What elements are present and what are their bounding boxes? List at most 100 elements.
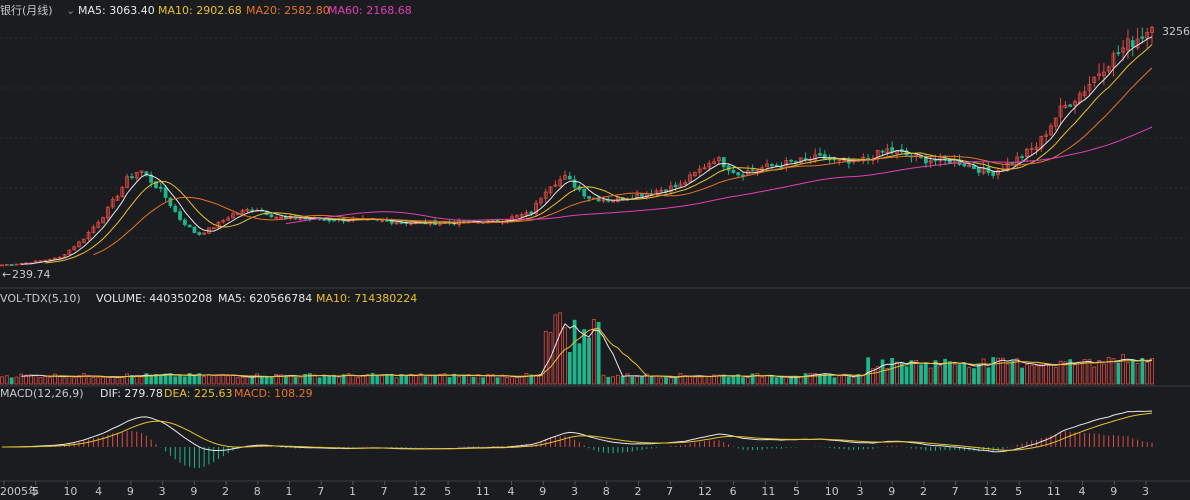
volume-bar — [264, 377, 269, 385]
volume-bar — [351, 375, 356, 385]
volume-bar — [457, 375, 461, 385]
x-tick-label: 12 — [983, 485, 997, 498]
candle-body — [182, 219, 187, 226]
volume-bar — [490, 374, 495, 385]
candle-body — [702, 167, 707, 170]
volume-bar — [452, 373, 457, 385]
x-tick-label: 8 — [603, 485, 610, 498]
low-price-marker: 239.74 — [12, 268, 51, 281]
volume-ma10-line — [45, 327, 1153, 378]
volume-bar — [635, 376, 640, 385]
volume-bar — [413, 375, 418, 385]
x-tick-label: 12 — [412, 485, 426, 498]
volume-bar — [558, 312, 563, 385]
volume-bar — [587, 337, 591, 385]
x-tick-label: 2 — [634, 485, 641, 498]
volume-bar — [1000, 357, 1005, 385]
candle-body — [1044, 134, 1049, 137]
candle-body — [1025, 148, 1029, 157]
volume-bar — [794, 376, 798, 385]
volume-bar — [91, 377, 96, 385]
candle-body — [72, 246, 77, 251]
volume-bar — [389, 373, 394, 385]
volume-bar — [904, 366, 909, 385]
candle-body — [885, 148, 890, 153]
candle-body — [101, 217, 105, 224]
volume-bar — [284, 375, 288, 385]
macd-value-label: MACD: 108.29 — [234, 387, 313, 400]
candle-body — [1092, 76, 1097, 83]
volume-bar — [1020, 367, 1024, 385]
x-tick-label: 5 — [444, 485, 451, 498]
volume-bar — [428, 375, 433, 385]
candle-body — [818, 153, 822, 156]
volume-bar — [899, 362, 904, 385]
volume-bar — [697, 376, 702, 385]
volume-bar — [688, 375, 692, 385]
volume-bar — [322, 375, 327, 385]
volume-bar — [856, 374, 861, 385]
volume-bar — [53, 373, 57, 385]
volume-bar — [245, 376, 250, 385]
volume-bar — [1005, 363, 1010, 385]
chevron-down-icon[interactable]: ⌄ — [66, 4, 75, 17]
volume-bar — [616, 374, 620, 385]
volume-bar — [38, 377, 43, 385]
volume-bar — [1121, 354, 1126, 385]
volume-bar — [312, 374, 317, 385]
candle-body — [755, 169, 760, 172]
x-tick-label: 9 — [127, 485, 134, 498]
candle-body — [972, 165, 976, 170]
volume-bar — [370, 373, 375, 385]
volume-bar — [336, 376, 341, 385]
volume-bar — [712, 374, 717, 385]
candle-body — [1111, 53, 1116, 68]
candle-body — [890, 147, 895, 153]
volume-bar — [981, 358, 986, 385]
candle-body — [587, 196, 591, 199]
volume-bar — [529, 374, 534, 385]
volume-bar — [120, 376, 125, 385]
volume-bar — [519, 376, 524, 385]
volume-bar — [827, 374, 832, 385]
volume-bar — [149, 374, 154, 385]
volume-bar — [803, 373, 808, 385]
volume-bar — [62, 377, 67, 385]
volume-bar — [731, 375, 736, 385]
candle-body — [125, 176, 129, 188]
volume-bar — [919, 364, 923, 385]
volume-bar — [938, 365, 943, 385]
candle-body — [798, 157, 803, 163]
volume-bar — [640, 376, 644, 385]
candle-body — [534, 202, 538, 214]
candle-body — [779, 166, 784, 168]
candle-body — [693, 172, 697, 177]
candle-body — [178, 211, 182, 220]
candle-body — [1116, 52, 1121, 55]
volume-bar — [356, 377, 360, 385]
volume-bar — [9, 377, 14, 385]
candle-body — [332, 219, 336, 222]
candle-body — [707, 162, 712, 168]
candle-body — [967, 164, 972, 168]
candle-body — [996, 170, 1000, 175]
volume-bar — [832, 377, 837, 385]
candle-body — [221, 220, 226, 223]
volume-bar — [269, 376, 274, 385]
ma10-label: MA10: 2902.68 — [158, 4, 242, 17]
volume-bar — [572, 319, 577, 385]
volume-bar — [976, 363, 981, 385]
volume-bar — [43, 376, 48, 385]
volume-bar — [750, 373, 755, 385]
volume-bar — [991, 357, 996, 385]
volume-bar — [24, 374, 28, 385]
candle-body — [976, 167, 981, 173]
volume-bar — [202, 376, 206, 385]
volume-bar — [1073, 364, 1077, 385]
volume-bar — [476, 374, 481, 385]
x-tick-label: 7 — [952, 485, 959, 498]
candle-body — [14, 263, 19, 266]
candle-body — [115, 196, 120, 201]
ma5-label: MA5: 3063.40 — [78, 4, 155, 17]
